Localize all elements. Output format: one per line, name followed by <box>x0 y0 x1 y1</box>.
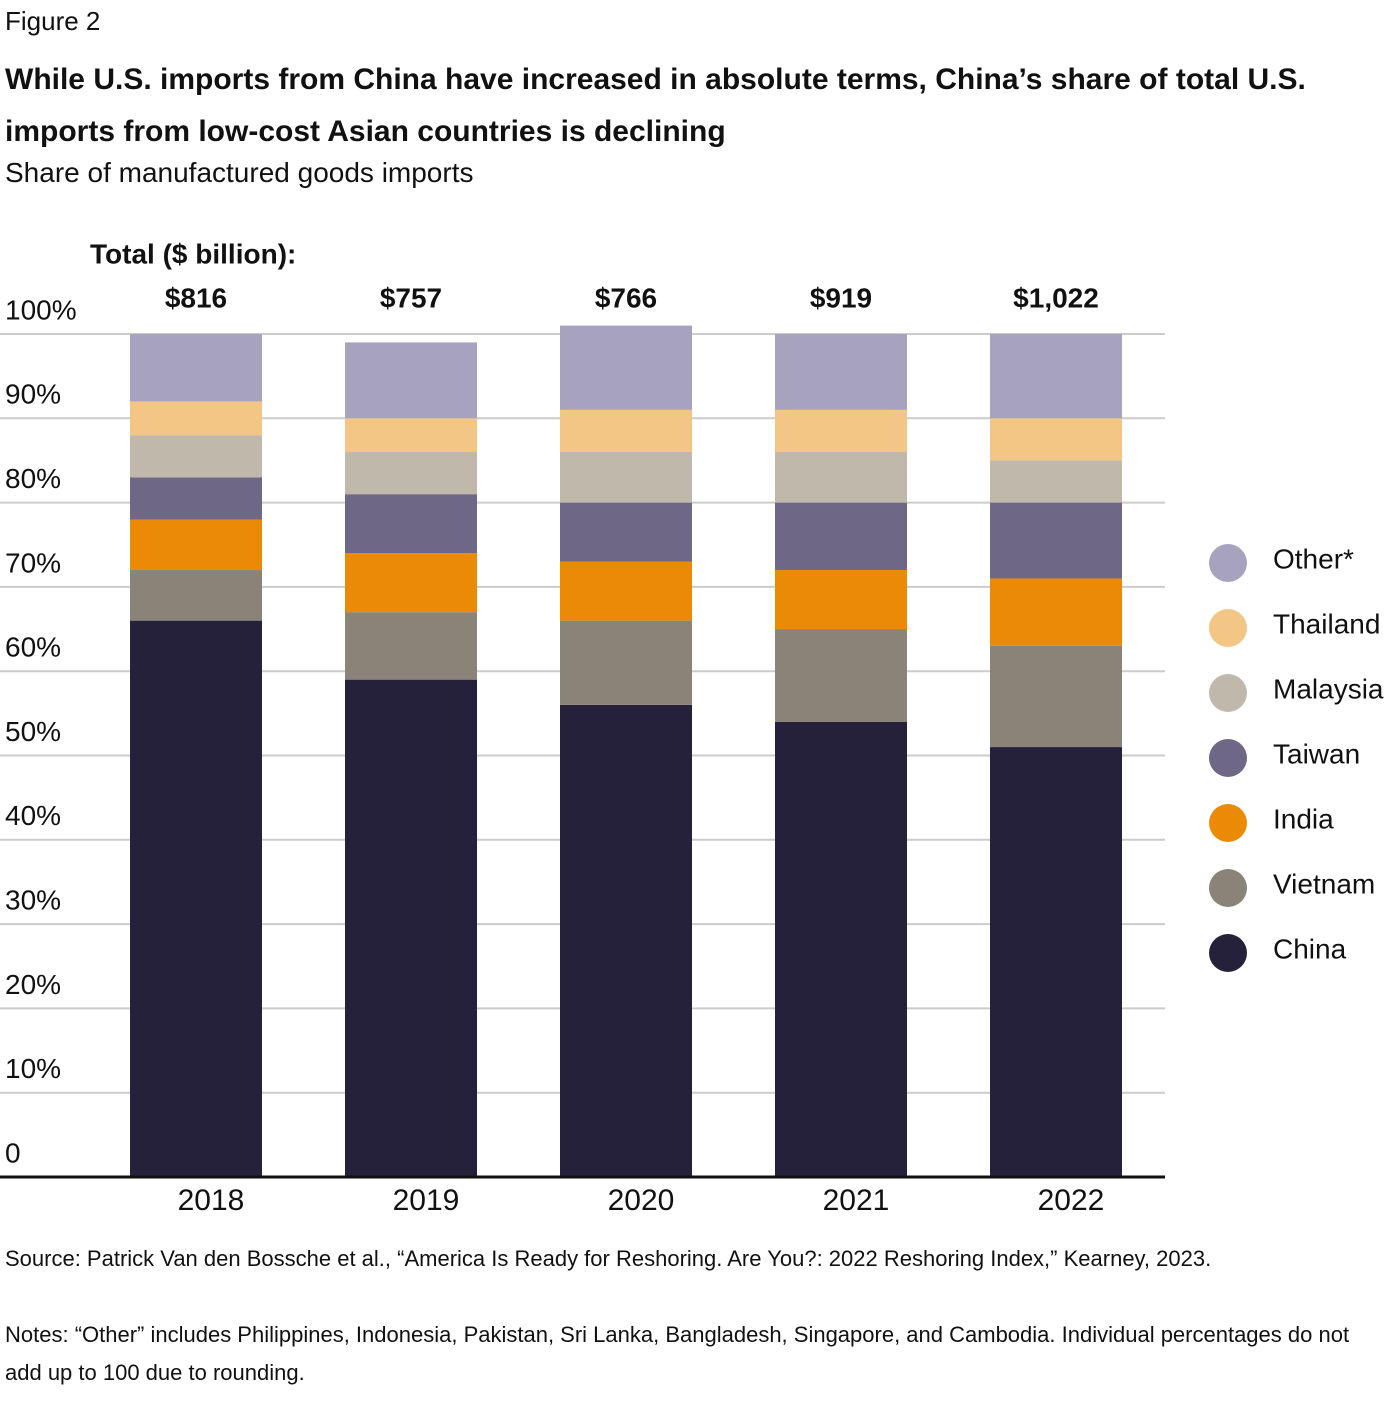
legend-label: China <box>1273 933 1347 964</box>
legend-swatch <box>1209 609 1247 647</box>
bar-segment <box>130 334 262 402</box>
y-tick-label: 10% <box>5 1053 61 1084</box>
totals-label: Total ($ billion): <box>90 238 296 269</box>
chart-subtitle: Share of manufactured goods imports <box>5 157 474 188</box>
bar-segment <box>345 494 477 554</box>
bar-segment <box>130 477 262 520</box>
bar-segment <box>560 409 692 453</box>
legend-swatch <box>1209 739 1247 777</box>
y-tick-label: 80% <box>5 463 61 494</box>
bar-segment <box>560 325 692 410</box>
x-tick-label: 2022 <box>1038 1184 1105 1217</box>
bar-segment <box>775 721 907 1177</box>
bar-segment <box>130 519 262 571</box>
figure-label: Figure 2 <box>5 6 101 36</box>
legend-swatch <box>1209 544 1247 582</box>
source: Source: Patrick Van den Bossche et al., … <box>5 1246 1212 1271</box>
bar-segment <box>345 553 477 613</box>
bar-segment <box>775 629 907 722</box>
bar-segment <box>560 452 692 503</box>
bar-segment <box>345 452 477 495</box>
y-tick-label: 30% <box>5 884 61 915</box>
legend-swatch <box>1209 934 1247 972</box>
y-tick-label: 70% <box>5 547 61 578</box>
notes: Notes: “Other” includes Philippines, Ind… <box>5 1322 1350 1385</box>
legend-swatch <box>1209 869 1247 907</box>
bar-segment <box>775 409 907 453</box>
bar-segment <box>130 570 262 621</box>
bar-segment <box>560 502 692 562</box>
legend-label: Malaysia <box>1273 673 1384 704</box>
bar-segment <box>560 620 692 705</box>
total-label: $919 <box>810 282 872 313</box>
bar-segment <box>560 704 692 1177</box>
bar-segment <box>560 561 692 621</box>
y-tick-label: 0 <box>5 1137 21 1168</box>
legend-label: India <box>1273 803 1334 834</box>
bar-segment <box>990 460 1122 503</box>
y-tick-label: 20% <box>5 969 61 1000</box>
bar-segment <box>990 645 1122 748</box>
chart: Total ($ billion): 0 10% 20% 30% 40% 50% 60% 70… <box>0 238 1384 1217</box>
y-tick-label: 40% <box>5 800 61 831</box>
bar-segment <box>775 452 907 503</box>
bar-segment <box>775 502 907 571</box>
bar-segment <box>345 679 477 1177</box>
chart-title: While U.S. imports from China have incre… <box>5 63 1306 148</box>
legend-swatch <box>1209 674 1247 712</box>
bar-segment <box>345 612 477 680</box>
x-tick-label: 2019 <box>393 1184 460 1217</box>
bar-segment <box>345 418 477 453</box>
y-tick-label: 90% <box>5 379 61 410</box>
y-tick-label: 100% <box>5 294 77 325</box>
bar-segment <box>990 502 1122 579</box>
x-tick-label: 2021 <box>823 1184 890 1217</box>
legend-label: Thailand <box>1273 608 1380 639</box>
bar-segment <box>345 342 477 419</box>
bar-segment <box>130 401 262 436</box>
bar-segment <box>130 620 262 1177</box>
bar-segment <box>990 334 1122 419</box>
bar-segment <box>775 570 907 630</box>
total-label: $766 <box>595 282 657 313</box>
legend-label: Taiwan <box>1273 738 1360 769</box>
legend-swatch <box>1209 804 1247 842</box>
y-tick-label: 50% <box>5 716 61 747</box>
bar-segment <box>775 334 907 410</box>
total-label: $757 <box>380 282 442 313</box>
legend-label: Vietnam <box>1273 868 1375 899</box>
bar-segment <box>130 435 262 478</box>
total-label: $816 <box>165 282 227 313</box>
x-tick-label: 2020 <box>608 1184 675 1217</box>
x-tick-label: 2018 <box>178 1184 245 1217</box>
bar-segment <box>990 418 1122 461</box>
bar-segment <box>990 578 1122 646</box>
total-label: $1,022 <box>1013 282 1099 313</box>
bar-segment <box>990 747 1122 1177</box>
legend-label: Other* <box>1273 543 1354 574</box>
y-tick-label: 60% <box>5 632 61 663</box>
